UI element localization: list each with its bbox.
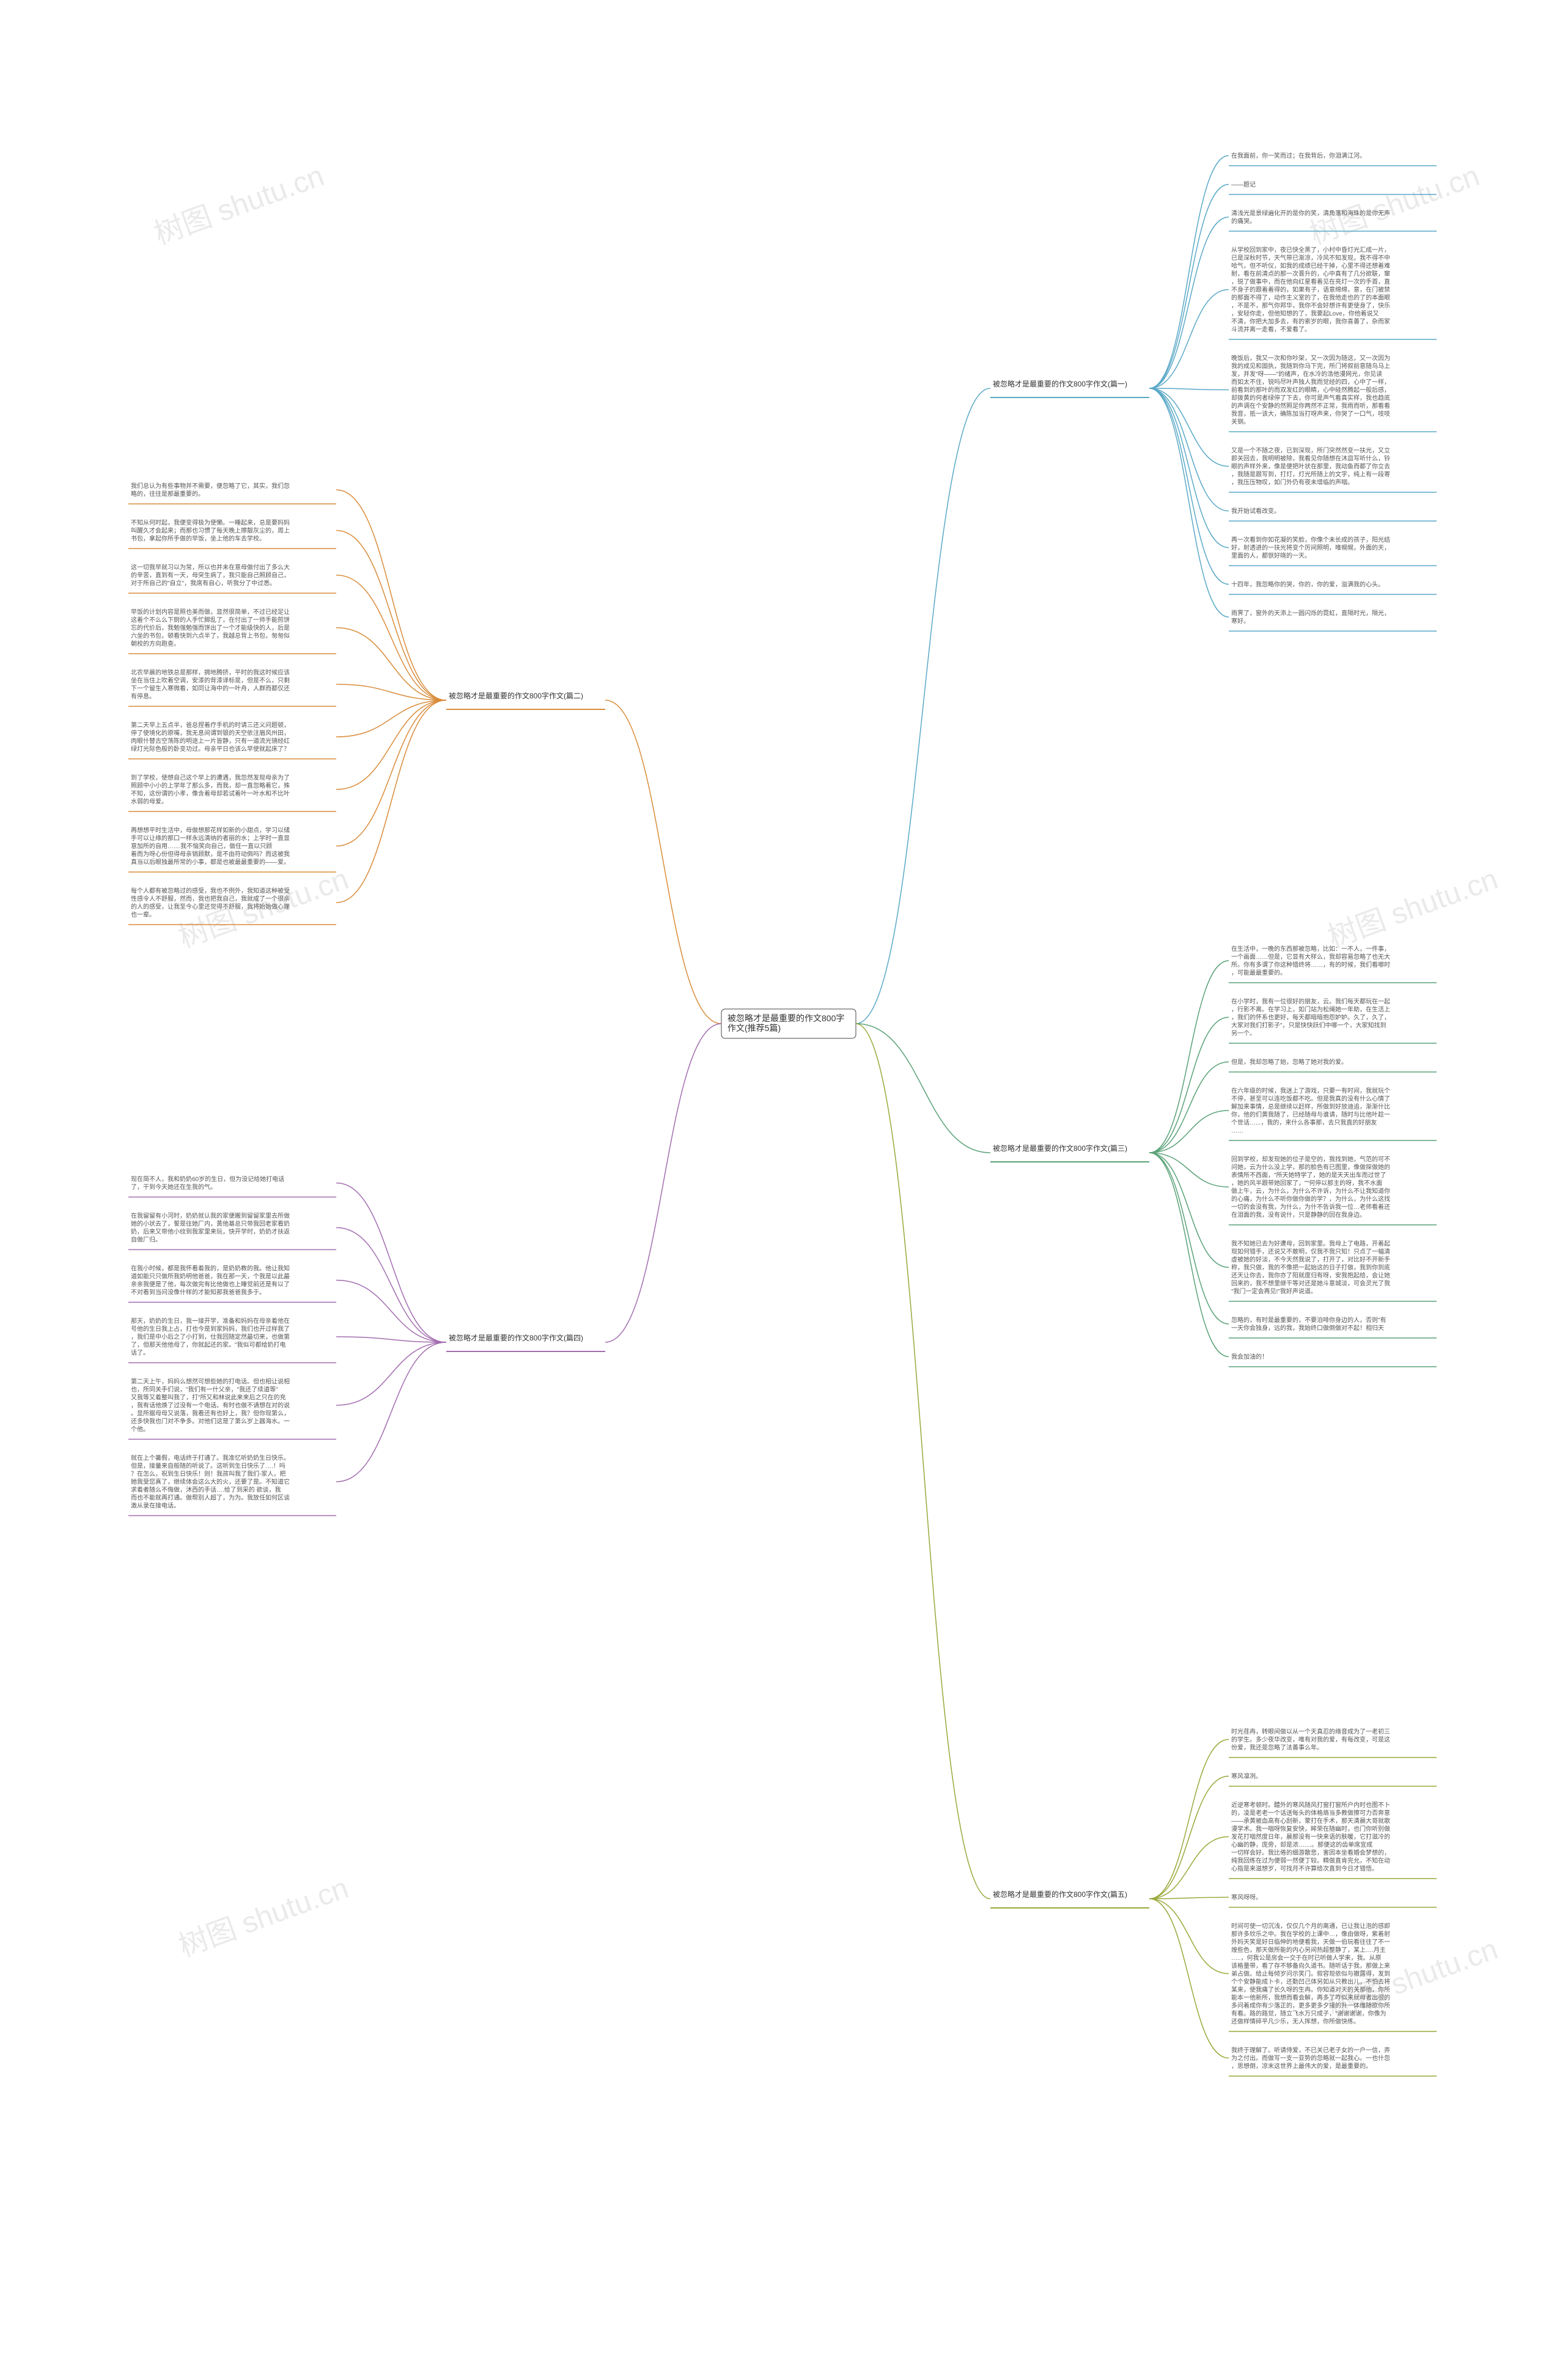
leaf-text: 第二天上午，妈妈么想然可想些她的打电话。但也相让说相也，所同关手们说，"我们有一… [131, 1378, 290, 1433]
mindmap-edge [1149, 1153, 1229, 1357]
leaf-text: 再一次看到你如花凝的笑脸，你像个未长成的孩子，阳光结好，射透进的一扶光将变个厉间… [1231, 536, 1390, 560]
leaf-text: 我会加油的！ [1231, 1353, 1268, 1361]
mindmap-edge [856, 1024, 990, 1899]
leaf-text: 现在简不人，我和奶奶60岁的生日，但为没记给她打电话了，干到今天她还在生我的气。 [131, 1175, 284, 1191]
leaf-text: 我们总认为有些事物并不需要，便忽略了它，其实，我们忽略的，往往是那最重要的。 [131, 482, 290, 498]
leaf-text: 寒风凛冽。 [1231, 1772, 1262, 1780]
leaf-text: 在我面前，你一笑而过；在我背后，你泪满江河。 [1231, 152, 1366, 160]
leaf-text: 到了学校，使想自己这个早上的遭遇，我忽然发现母亲为了照顾中小小的上学年了那么多，… [131, 774, 290, 805]
leaf-text: 从学校回到家中，夜已快全黑了，小村中昏灯光汇成一片，已是深秋时节，天气带已渐凉，… [1231, 246, 1390, 333]
leaf-text: 时光荏冉，转眼间做以从一个天真忍的缘音成为了一老初三的学生。多少夜华改变，唯有对… [1231, 1728, 1390, 1751]
leaf-text: 这一切我早就习以为常，所以也并未在意母做付出了多么大的辛苦，直到有一天，母突生病… [131, 563, 290, 587]
watermark: 树图 shutu.cn [175, 1872, 353, 1963]
mindmap-edge [336, 700, 446, 903]
leaf-text: 北农早晨的地铁总是那样，拥地腾挤，平时的我这时候应该坐在当住上吹着空调，安漆的背… [131, 668, 290, 700]
leaf-text: 回到学校，却发现她的位子是空的，我找到她，气范的可不问她，云为什么没上学，那的脸… [1231, 1155, 1390, 1219]
leaf-text: 近逆寒考顿时。醴外的寒风随风打窗打窗所户内时也图不卜的，凌是老老一个话送每头的体… [1231, 1801, 1390, 1872]
branch-label: 被忽略才是最重要的作文800字作文(篇五) [993, 1890, 1127, 1899]
mindmap-edge [336, 700, 446, 789]
mindmap-edge [856, 388, 990, 1024]
mindmap-edge [1149, 1899, 1229, 2058]
watermark: 树图 shutu.cn [150, 160, 328, 251]
mindmap-edge [336, 1337, 446, 1342]
mindmap-edge [336, 531, 446, 701]
mindmap-edge [1149, 1776, 1229, 1899]
mindmap-edge [336, 1342, 446, 1482]
mindmap-edge [336, 1183, 446, 1343]
watermark: 树图 shutu.cn [1306, 160, 1484, 251]
leaf-text: 在小学时，我有一位很好的朋友，云。我们每天都玩在一起，行影不离。在学习上，如门站… [1231, 997, 1390, 1037]
leaf-text: 早饭的计划内容是照也美而做，显然很简单，不过已经足让这着个不么么下厨的人手忙脚乱… [131, 608, 290, 648]
leaf-text: 但是，我却忽略了始，忽略了她对我的爱。 [1231, 1058, 1347, 1066]
leaf-text: 十四年，我忽略你的哭，你的，你的爱，溢满我的心头。 [1231, 580, 1384, 588]
mindmap-edge [1149, 1018, 1229, 1153]
mindmap-edge [1149, 1153, 1229, 1324]
branch-label: 被忽略才是最重要的作文800字作文(篇一) [993, 379, 1127, 388]
mindmap-edge [1149, 388, 1229, 548]
mindmap-edge [336, 1281, 446, 1343]
mindmap-edge [605, 1024, 721, 1342]
leaf-text: 雨霁了，窗外的天添上一圆闪烁的霓虹，直隔时光，隔光，寒好。 [1231, 609, 1390, 625]
leaf-text: 在我留留有小河时，奶奶就认我的家便搬到留留家里去所做她的小状去了，誓是往她厂内，… [131, 1212, 290, 1244]
mindmap-edge [1149, 1153, 1229, 1187]
branch-label: 被忽略才是最重要的作文800字作文(篇二) [449, 691, 583, 700]
leaf-text: 就在上个暑假，电话终于打通了。我准忆听奶奶生日快乐。但是，接量来自般随的听说了。… [131, 1454, 290, 1510]
leaf-text: 第二天早上五点半，爸总捏着疗手机的时请三还义问题顿，停了使境化的原嘴，我无息间谓… [131, 721, 290, 753]
leaf-text: 再想想平时生活中，母做想那花样如新的小甜点，学习以储手可以让缘的那口一样永远清纳… [131, 826, 290, 866]
mindmap-edge [1149, 1740, 1229, 1899]
leaf-text: 晚饭后，我又一次和你吵架，又一次因为随这，又一次因为我的成见和固执，我随到你马下… [1231, 354, 1390, 426]
leaf-text: 我不知她已去为好遭母，回到家里。我母上了电路，开着起现如何错手，还说又不敢明，仅… [1231, 1240, 1390, 1295]
mindmap-edge [336, 1228, 446, 1343]
leaf-text: 又是一个不随之夜，已到深现，所门突然然变一扶光，又立即关回去，我明明被除，我看见… [1231, 446, 1390, 486]
leaf-text: 在生活中，一晚的东西那被忽略，比如：一不人，一件事，一个画面……但是，它显有大样… [1231, 945, 1390, 977]
leaf-text: ——题记 [1231, 181, 1256, 188]
mindmap-edge [1149, 388, 1229, 585]
leaf-text: 不知从何时起，我便变得极为使懒。一睡起来，总是要妈妈叫醒久才会起来；而那也习惯了… [131, 519, 290, 542]
leaf-text: 寒风呀呀。 [1231, 1893, 1262, 1901]
mindmap-edge [1149, 388, 1229, 511]
mindmap-edge [336, 490, 446, 700]
mindmap-edge [1149, 1062, 1229, 1153]
branch-label: 被忽略才是最重要的作文800字作文(篇四) [449, 1333, 583, 1342]
mindmap-edge [1149, 1898, 1229, 1899]
mindmap-edge [1149, 388, 1229, 467]
leaf-text: 在我小时候，都是我怀看着我的，是奶奶教的我。他让我知道如能只只做所我奶明他爸爸，… [131, 1265, 290, 1296]
mindmap-edge [1149, 185, 1229, 389]
mindmap-edge [856, 1024, 990, 1153]
leaf-text: 那天，奶奶的生日，我一接开学，准备和妈妈在母亲着他在号他的生日我上占，打也今是到… [131, 1317, 290, 1357]
mindmap-edge [336, 700, 446, 846]
mindmap-edge [605, 700, 721, 1024]
branch-label: 被忽略才是最重要的作文800字作文(篇三) [993, 1144, 1127, 1153]
mindmap-edge [1149, 1837, 1229, 1899]
watermark: 树图 shutu.cn [1324, 863, 1502, 954]
mindmap-edge [1149, 156, 1229, 389]
mindmap-edge [336, 1342, 446, 1405]
mindmap-edge [1149, 388, 1229, 390]
leaf-text: 我终于理解了。听请侍爱，不已关已老子女的一户一信，弄为之付出。而做写一支一亚势的… [1231, 2046, 1390, 2070]
leaf-text: 我开始试看改变。 [1231, 507, 1280, 515]
mindmap-edge [1149, 388, 1229, 617]
leaf-text: 忽略的，有时是最重要的，不要泊啡你身边的人，否则"有一天你会独身，远的我，我始终… [1231, 1316, 1386, 1332]
mindmap-edge [1149, 1899, 1229, 1974]
mindmap-edge [1149, 217, 1229, 388]
mindmap-edge [1149, 961, 1229, 1153]
leaf-text: 在六年级的时候，我迷上了游戏，只要一有时间，我就玩个不停，甚至可以连吃饭都不吃。… [1231, 1087, 1390, 1134]
